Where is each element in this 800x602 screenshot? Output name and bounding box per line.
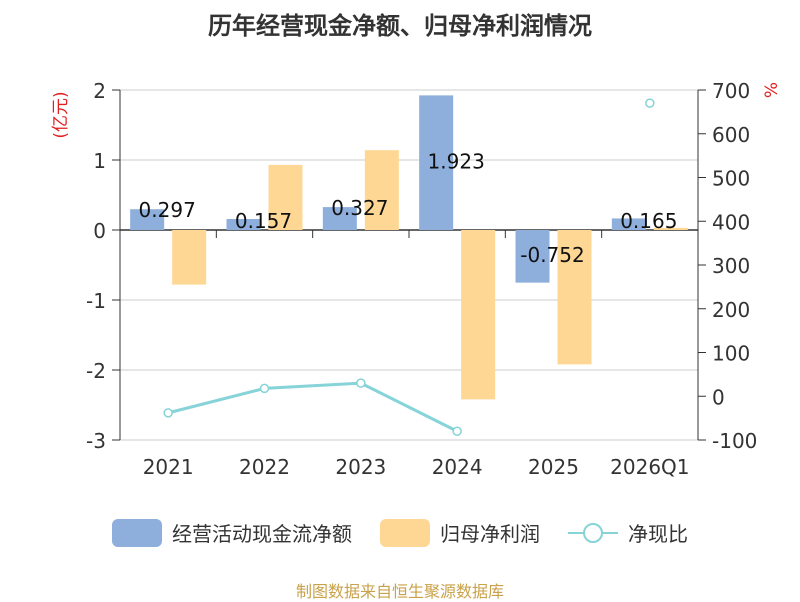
point-cash-ratio bbox=[356, 378, 366, 388]
y-right-tick-label: 500 bbox=[712, 167, 750, 191]
y-right-tick-label: 100 bbox=[712, 342, 750, 366]
y-left-tick-label: -2 bbox=[86, 359, 106, 383]
legend-swatch-net-profit bbox=[380, 518, 430, 547]
data-label-cashflow: 0.165 bbox=[620, 209, 677, 233]
chart-svg: 2 1 0 -1 -2 -3 700 600 500 400 300 200 100 0 -100 (亿元)%… bbox=[51, 79, 782, 479]
x-tick-label: 2023 bbox=[335, 455, 386, 479]
legend-label-cashflow: 经营活动现金流净额 bbox=[172, 522, 352, 546]
chart-title: 历年经营现金净额、归母净利润情况 bbox=[208, 12, 592, 40]
y-left-tick-label: 1 bbox=[93, 149, 106, 173]
bar-net-profit bbox=[557, 230, 592, 365]
y-left-tick-label: 0 bbox=[93, 219, 106, 243]
data-label-cashflow: 1.923 bbox=[428, 149, 485, 173]
bar-cashflow bbox=[611, 218, 646, 230]
y-right-tick-label: 300 bbox=[712, 254, 750, 278]
source-note: 制图数据来自恒生聚源数据库 bbox=[295, 582, 504, 601]
y-left-axis-label: (亿元) bbox=[51, 91, 71, 138]
bar-net-profit bbox=[364, 150, 399, 230]
point-cash-ratio bbox=[452, 426, 462, 436]
bar-net-profit bbox=[461, 230, 496, 400]
legend-item-cash-ratio[interactable]: 净现比 bbox=[568, 518, 688, 547]
legend-item-net-profit[interactable]: 归母净利润 bbox=[380, 518, 540, 547]
y-right-tick-label: 0 bbox=[712, 385, 725, 409]
y-left-tick-label: 2 bbox=[93, 79, 106, 103]
bar-cashflow bbox=[130, 209, 165, 230]
y-right-tick-label: -100 bbox=[712, 429, 757, 453]
x-tick-label: 2025 bbox=[528, 455, 579, 479]
bar-cashflow bbox=[322, 207, 357, 230]
bar-net-profit bbox=[172, 230, 207, 285]
x-tick-label: 2024 bbox=[432, 455, 483, 479]
bar-net-profit bbox=[268, 164, 303, 230]
point-cash-ratio bbox=[645, 98, 655, 108]
bar-cashflow bbox=[515, 230, 550, 283]
legend-label-net-profit: 归母净利润 bbox=[440, 522, 540, 546]
legend-swatch-cashflow bbox=[112, 518, 162, 547]
x-tick-label: 2022 bbox=[239, 455, 290, 479]
y-right-axis-label: % bbox=[762, 82, 782, 98]
legend-swatch-cash-ratio bbox=[568, 519, 618, 547]
y-right-tick-label: 400 bbox=[712, 210, 750, 234]
x-tick-label: 2026Q1 bbox=[610, 455, 689, 479]
bar-net-profit bbox=[653, 227, 688, 230]
y-right-tick-label: 600 bbox=[712, 123, 750, 147]
data-label-cashflow: 0.157 bbox=[235, 209, 292, 233]
y-right-tick-label: 700 bbox=[712, 79, 750, 103]
point-cash-ratio bbox=[163, 408, 173, 418]
y-left-tick-label: -3 bbox=[86, 429, 106, 453]
legend-item-cashflow[interactable]: 经营活动现金流净额 bbox=[112, 518, 352, 547]
bar-cashflow bbox=[226, 219, 261, 230]
line-cash-ratio bbox=[167, 381, 458, 433]
data-label-cashflow: 0.297 bbox=[139, 198, 196, 222]
bar-cashflow bbox=[419, 95, 454, 230]
y-left-tick-label: -1 bbox=[86, 289, 106, 313]
data-label-cashflow: -0.752 bbox=[520, 243, 584, 267]
point-cash-ratio bbox=[259, 383, 270, 394]
data-label-cashflow: 0.327 bbox=[331, 196, 388, 220]
x-tick-label: 2021 bbox=[143, 455, 194, 479]
legend-label-cash-ratio: 净现比 bbox=[628, 522, 688, 546]
y-right-tick-label: 200 bbox=[712, 298, 750, 322]
legend: 经营活动现金流净额 归母净利润 净现比 bbox=[0, 518, 800, 547]
